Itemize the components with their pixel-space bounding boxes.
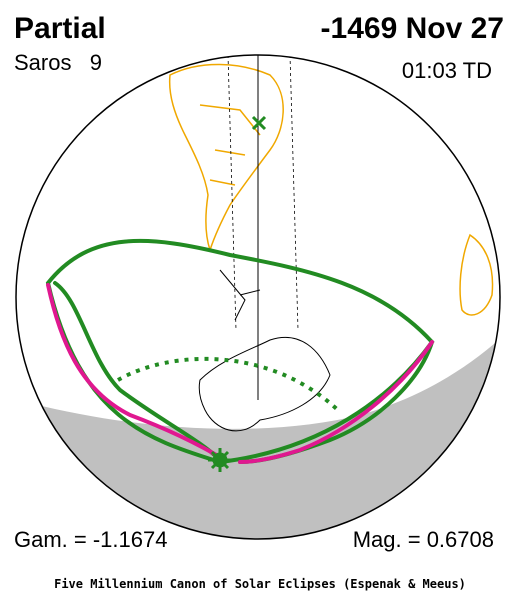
- globe-outline: [15, 54, 501, 540]
- south-america: [168, 63, 284, 253]
- eclipse-type: Partial: [14, 12, 106, 45]
- midline: [117, 356, 342, 414]
- sub-solar-marker: [251, 115, 267, 131]
- credit: Five Millennium Canon of Solar Eclipses …: [54, 577, 466, 591]
- time: 01:03 TD: [402, 58, 492, 83]
- greatest-eclipse-marker: [208, 448, 232, 472]
- max-eclipse-line: [46, 283, 434, 464]
- antarctica: [198, 269, 331, 432]
- eclipse-date: -1469 Nov 27: [321, 12, 504, 45]
- magnitude: Mag. = 0.6708: [353, 527, 494, 552]
- meridian-dashed: [289, 55, 299, 331]
- saros: Saros 9: [14, 50, 102, 75]
- gamma: Gam. = -1.1674: [14, 527, 167, 552]
- meridian-dashed: [227, 55, 237, 331]
- eclipse-curves: [45, 238, 435, 465]
